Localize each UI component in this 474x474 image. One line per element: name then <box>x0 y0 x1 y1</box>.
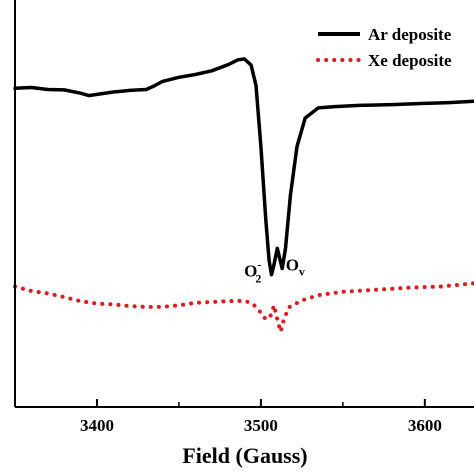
annotations: O-2 Ov <box>244 256 305 286</box>
x-tick-label-0: 3400 <box>80 416 114 435</box>
x-axis-title: Field (Gauss) <box>182 443 307 468</box>
annotation-0: O-2 <box>244 258 261 286</box>
annotation-1: Ov <box>286 256 305 279</box>
legend-label-0: Ar deposite <box>368 25 452 44</box>
x-tick-label-2: 3600 <box>408 416 442 435</box>
x-tick-label-1: 3500 <box>244 416 278 435</box>
legend-label-1: Xe deposite <box>368 51 452 70</box>
series-layer <box>13 57 474 334</box>
series-line-xe-deposite <box>13 281 474 334</box>
series-line-ar-deposite <box>13 57 474 277</box>
axis-layer: 3400 3500 3600 <box>14 0 474 435</box>
legend: Ar deposite Xe deposite <box>316 25 452 70</box>
